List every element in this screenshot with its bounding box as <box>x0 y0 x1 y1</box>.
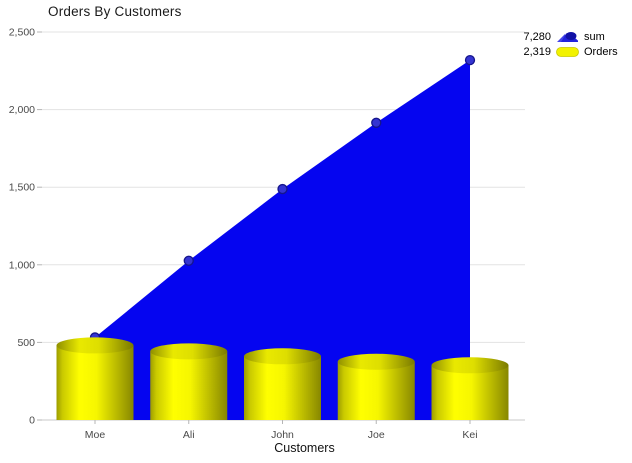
bar-john[interactable] <box>244 348 321 420</box>
chart-title: Orders By Customers <box>48 4 182 19</box>
x-axis-label-joe: Joe <box>368 429 385 441</box>
y-axis-label: 1,000 <box>9 259 35 271</box>
bar-top-face <box>56 337 134 354</box>
bar-top-face <box>244 348 321 365</box>
legend-item-orders[interactable]: 2,319 Orders <box>515 44 626 59</box>
legend-label-orders: Orders <box>584 45 618 58</box>
bar-ali[interactable] <box>150 343 228 420</box>
y-axis-label: 2,500 <box>9 27 35 39</box>
x-axis-label-kei: Kei <box>462 429 477 441</box>
x-axis-title: Customers <box>274 441 334 455</box>
legend-value-orders: 2,319 <box>523 45 551 58</box>
bar-moe[interactable] <box>56 337 134 420</box>
y-axis-label: 2,000 <box>9 104 35 116</box>
x-axis-label-john: John <box>271 429 294 441</box>
bar-body <box>337 361 415 420</box>
sum-point-joe[interactable] <box>371 117 382 128</box>
y-axis-label: 1,500 <box>9 182 35 194</box>
sum-point-kei[interactable] <box>464 54 476 66</box>
legend-label-sum: sum <box>584 30 605 43</box>
legend-value-sum: 7,280 <box>523 30 551 43</box>
legend-item-sum[interactable]: 7,280 sum <box>515 29 626 44</box>
x-axis-label-moe: Moe <box>85 429 106 441</box>
bar-top-face <box>150 343 228 360</box>
legend: 7,280 sum 2,319 Orders <box>515 29 626 59</box>
sum-point-ali[interactable] <box>183 255 194 266</box>
bar-top-face <box>431 357 509 374</box>
bar-body <box>150 351 228 420</box>
x-axis-label-ali: Ali <box>183 429 195 441</box>
bar-top-face <box>337 353 415 370</box>
bar-kei[interactable] <box>431 357 509 420</box>
y-axis-label: 500 <box>17 337 35 349</box>
bar-body <box>56 345 134 420</box>
cylinder-series-icon <box>556 46 579 57</box>
sum-area-series[interactable] <box>95 60 470 421</box>
sum-point-john[interactable] <box>277 183 288 195</box>
bar-joe[interactable] <box>337 353 415 420</box>
bar-body <box>431 365 509 420</box>
bar-body <box>244 356 321 420</box>
area-series-icon <box>556 31 579 43</box>
y-axis-label: 0 <box>29 415 35 427</box>
